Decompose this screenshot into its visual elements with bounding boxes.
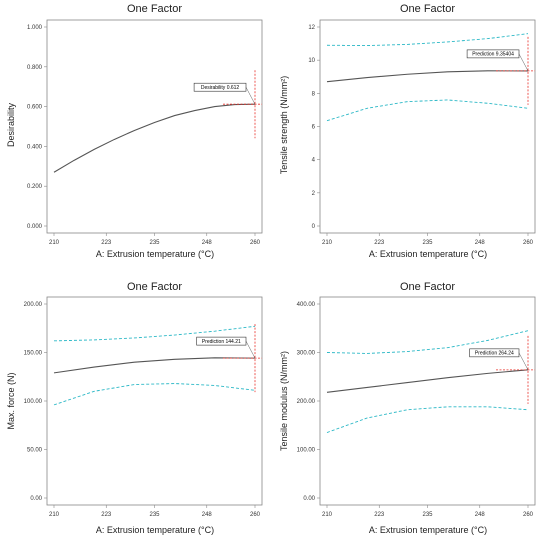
x-tick-label: 235	[422, 512, 433, 518]
y-tick-label: 0.800	[27, 65, 43, 71]
lower-confidence-band	[326, 99, 529, 122]
chart-title: One Factor	[400, 3, 455, 15]
x-tick-label: 260	[523, 512, 534, 518]
lower-confidence-band	[326, 406, 529, 433]
y-tick-label: 400.00	[297, 302, 316, 308]
prediction-flag-label: Prediction 9.35404	[472, 52, 514, 58]
x-tick-label: 248	[475, 512, 486, 518]
fit-line	[53, 103, 256, 173]
fit-line	[326, 369, 529, 393]
x-tick-label: 260	[250, 240, 261, 246]
chart-panel-4: One Factor 210 223 235 248 260 0.00 100.00 200.0…	[279, 281, 536, 535]
y-tick-label: 200.00	[24, 302, 43, 308]
plot-frame	[46, 296, 263, 506]
x-tick-label: 210	[322, 240, 333, 246]
lower-confidence-band	[53, 383, 256, 406]
x-tick-label: 260	[250, 512, 261, 518]
y-tick-label: 2	[312, 191, 316, 197]
y-tick-label: 12	[308, 25, 315, 31]
chart-title: One Factor	[127, 3, 182, 15]
plot-frame	[46, 19, 263, 234]
fit-line	[53, 357, 256, 374]
y-tick-label: 200.00	[297, 399, 316, 405]
y-tick-label: 10	[308, 58, 315, 64]
chart-title: One Factor	[127, 281, 182, 293]
y-tick-label: 0.400	[27, 144, 43, 150]
prediction-flag-leader	[245, 341, 256, 359]
x-tick-label: 235	[149, 512, 160, 518]
y-tick-label: 4	[312, 158, 316, 164]
y-tick-label: 0.000	[27, 224, 43, 230]
y-axis-label: Tensile strength (N/mm²)	[279, 76, 289, 175]
y-tick-label: 100.00	[297, 448, 316, 454]
y-tick-label: 150.00	[24, 351, 43, 357]
x-tick-label: 223	[101, 240, 112, 246]
x-tick-label: 235	[149, 240, 160, 246]
x-tick-label: 210	[322, 512, 333, 518]
x-tick-label: 248	[202, 240, 213, 246]
y-axis-label: Max. force (N)	[6, 372, 16, 429]
y-tick-label: 6	[312, 125, 316, 131]
y-tick-label: 8	[312, 91, 316, 97]
plot-frame	[319, 296, 536, 506]
x-tick-label: 223	[374, 240, 385, 246]
y-tick-label: 0	[312, 224, 316, 230]
upper-confidence-band	[326, 33, 529, 47]
y-tick-label: 100.00	[24, 399, 43, 405]
x-tick-label: 210	[49, 512, 60, 518]
y-tick-label: 1.000	[27, 25, 43, 31]
y-tick-label: 0.00	[303, 496, 315, 502]
chart-title: One Factor	[400, 281, 455, 293]
fit-line	[326, 70, 529, 83]
x-tick-label: 223	[374, 512, 385, 518]
x-tick-label: 260	[523, 240, 534, 246]
chart-panel-1: One Factor 210 223 235 248 260 0.000 0.200 0.400…	[6, 3, 263, 259]
y-tick-label: 0.600	[27, 105, 43, 111]
upper-confidence-band	[53, 325, 256, 342]
y-tick-label: 0.200	[27, 184, 43, 190]
x-axis-label: A: Extrusion temperature (°C)	[369, 525, 487, 535]
x-axis-label: A: Extrusion temperature (°C)	[96, 525, 214, 535]
x-tick-label: 210	[49, 240, 60, 246]
chart-panel-2: One Factor 210 223 235 248 260 0 2 4 6 8 10 12 A: Ext…	[279, 3, 536, 259]
y-axis-label: Tensile modulus (N/mm²)	[279, 351, 289, 451]
x-tick-label: 248	[202, 512, 213, 518]
x-axis-label: A: Extrusion temperature (°C)	[369, 249, 487, 259]
prediction-flag-label: Prediction 144.21	[202, 339, 241, 345]
x-tick-label: 235	[422, 240, 433, 246]
y-axis-label: Desirability	[6, 102, 16, 147]
prediction-flag-leader	[518, 53, 529, 71]
prediction-flag-label: Desirability 0.612	[201, 85, 240, 91]
y-tick-label: 0.00	[30, 496, 42, 502]
chart-panel-3: One Factor 210 223 235 248 260 0.00 50.00 100.00…	[6, 281, 263, 535]
x-tick-label: 223	[101, 512, 112, 518]
x-axis-label: A: Extrusion temperature (°C)	[96, 249, 214, 259]
upper-confidence-band	[326, 330, 529, 354]
prediction-flag-leader	[518, 352, 529, 370]
x-tick-label: 248	[475, 240, 486, 246]
y-tick-label: 50.00	[27, 448, 43, 454]
y-tick-label: 300.00	[297, 351, 316, 357]
prediction-flag-leader	[245, 87, 256, 105]
prediction-flag-label: Prediction 264.24	[475, 351, 514, 357]
